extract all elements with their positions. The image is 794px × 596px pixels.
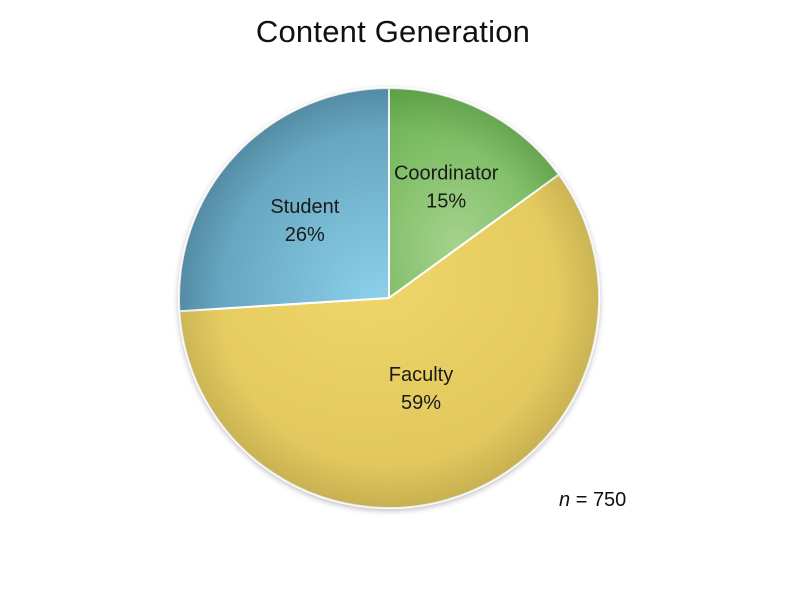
slice-label-student: Student <box>270 196 339 218</box>
sample-size-value: 750 <box>592 489 627 511</box>
slice-value-coordinator: 15% <box>426 191 466 213</box>
sample-size-annotation: n = 750 <box>559 489 626 512</box>
slice-label-faculty: Faculty <box>389 364 453 386</box>
slice-label-coordinator: Coordinator <box>394 163 499 185</box>
slice-value-student: 26% <box>285 224 325 246</box>
slice-value-faculty: 59% <box>401 392 441 414</box>
sample-size-symbol: n <box>559 489 571 511</box>
sample-size-equals: = <box>575 489 588 511</box>
chart-title: Content Generation <box>255 14 531 49</box>
